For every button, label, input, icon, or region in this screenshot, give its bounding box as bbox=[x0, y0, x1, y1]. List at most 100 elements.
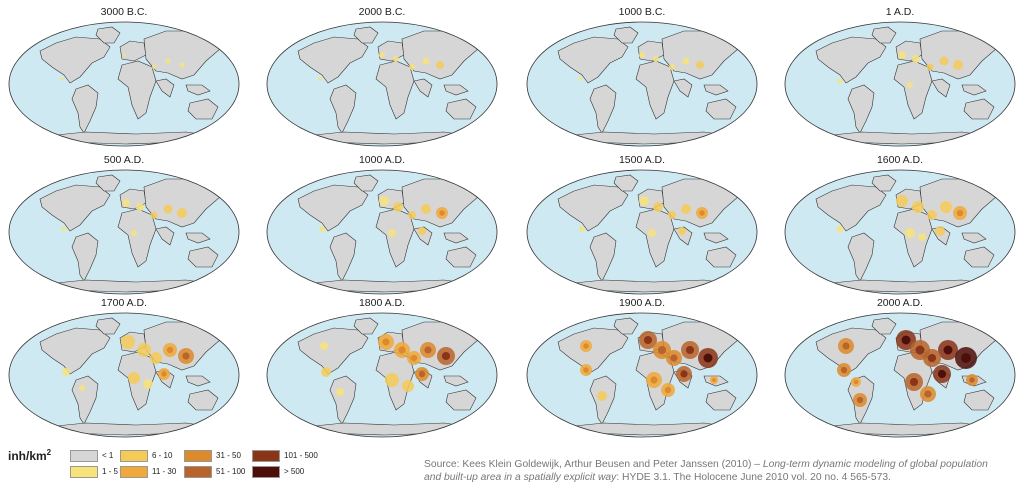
world-map-panel: 500 A.D. bbox=[6, 153, 242, 297]
density-area bbox=[896, 195, 908, 207]
land-mass bbox=[847, 84, 875, 134]
world-map bbox=[266, 169, 498, 295]
legend-label: > 500 bbox=[284, 467, 305, 476]
density-area bbox=[918, 233, 926, 241]
density-core bbox=[670, 354, 678, 362]
world-map-panel: 1 A.D. bbox=[782, 5, 1018, 149]
density-area bbox=[393, 56, 399, 62]
density-area bbox=[122, 53, 126, 57]
density-area bbox=[905, 228, 915, 238]
density-area bbox=[648, 229, 656, 237]
density-core bbox=[424, 346, 432, 354]
world-map-panel: 1000 A.D. bbox=[264, 153, 500, 297]
land-mass bbox=[95, 174, 121, 192]
density-area bbox=[678, 227, 686, 235]
density-area bbox=[681, 204, 691, 214]
land-mass bbox=[963, 389, 995, 411]
world-map bbox=[266, 21, 498, 147]
source-authors: Source: Kees Klein Goldewijk, Arthur Beu… bbox=[424, 459, 763, 470]
map-title: 1500 A.D. bbox=[618, 154, 666, 166]
density-area bbox=[62, 368, 70, 376]
density-core bbox=[901, 335, 911, 345]
land-mass bbox=[961, 84, 987, 96]
land-mass bbox=[413, 78, 433, 98]
density-core bbox=[643, 335, 653, 345]
land-mass bbox=[155, 78, 175, 98]
legend-swatch bbox=[252, 466, 280, 478]
density-area bbox=[836, 225, 844, 233]
land-mass bbox=[187, 246, 219, 268]
density-core bbox=[441, 351, 451, 361]
density-area bbox=[336, 388, 344, 396]
density-area bbox=[939, 56, 949, 66]
land-mass bbox=[443, 232, 469, 244]
density-area bbox=[907, 82, 913, 88]
map-border bbox=[266, 312, 498, 438]
density-core bbox=[956, 209, 964, 217]
land-mass bbox=[353, 317, 379, 335]
density-core bbox=[937, 369, 947, 379]
density-area bbox=[668, 211, 676, 219]
density-area bbox=[320, 342, 328, 350]
density-area bbox=[912, 201, 924, 213]
legend-unit: inh/km2 bbox=[8, 448, 51, 463]
map-border bbox=[784, 21, 1016, 147]
map-border bbox=[526, 312, 758, 438]
density-area bbox=[151, 64, 157, 70]
land-mass bbox=[445, 246, 477, 268]
density-core bbox=[712, 378, 716, 382]
density-area bbox=[940, 201, 952, 213]
legend-swatch bbox=[184, 450, 212, 462]
density-area bbox=[422, 57, 430, 65]
world-map bbox=[526, 312, 758, 438]
density-area bbox=[639, 196, 649, 206]
legend-label: 11 - 30 bbox=[152, 467, 177, 476]
land-mass bbox=[185, 232, 211, 244]
density-area bbox=[402, 380, 414, 392]
legend-swatch bbox=[70, 450, 98, 462]
density-area bbox=[79, 385, 85, 391]
land-mass bbox=[71, 375, 99, 425]
land-mass bbox=[71, 232, 99, 282]
land-mass bbox=[155, 226, 175, 246]
legend-swatch bbox=[120, 450, 148, 462]
density-area bbox=[131, 230, 137, 236]
legend-unit-superscript: 2 bbox=[46, 448, 52, 457]
land-mass bbox=[95, 317, 121, 335]
density-area bbox=[653, 202, 663, 212]
land-mass bbox=[329, 375, 357, 425]
density-core bbox=[927, 353, 937, 363]
map-title: 500 A.D. bbox=[103, 154, 145, 166]
density-area bbox=[639, 52, 645, 58]
world-map bbox=[784, 312, 1016, 438]
density-area bbox=[143, 379, 153, 389]
source-title-part2: and built-up area in a spatially explici… bbox=[424, 472, 617, 483]
land-mass bbox=[117, 60, 157, 120]
density-area bbox=[136, 203, 144, 211]
world-map bbox=[266, 312, 498, 438]
land-mass bbox=[353, 174, 379, 192]
world-map-panel: 3000 B.C. bbox=[6, 5, 242, 149]
density-area bbox=[898, 51, 906, 59]
land-mass bbox=[589, 84, 617, 134]
legend-swatch bbox=[120, 466, 148, 478]
map-title: 1000 A.D. bbox=[358, 154, 406, 166]
density-area bbox=[696, 61, 704, 69]
land-mass bbox=[185, 84, 211, 96]
density-area bbox=[165, 58, 171, 64]
density-area bbox=[669, 64, 675, 70]
density-area bbox=[682, 57, 690, 65]
land-mass bbox=[613, 317, 639, 335]
density-area bbox=[393, 202, 403, 212]
land-mass bbox=[871, 317, 897, 335]
density-core bbox=[398, 346, 406, 354]
density-area bbox=[578, 77, 582, 81]
land-mass bbox=[443, 84, 469, 96]
density-core bbox=[161, 371, 167, 377]
legend-label: 51 - 100 bbox=[216, 467, 246, 476]
density-core bbox=[840, 366, 848, 374]
world-map-panel: 1700 A.D. bbox=[6, 296, 242, 440]
land-mass bbox=[871, 26, 897, 44]
density-area bbox=[912, 55, 920, 63]
world-map-panel: 1500 A.D. bbox=[524, 153, 760, 297]
